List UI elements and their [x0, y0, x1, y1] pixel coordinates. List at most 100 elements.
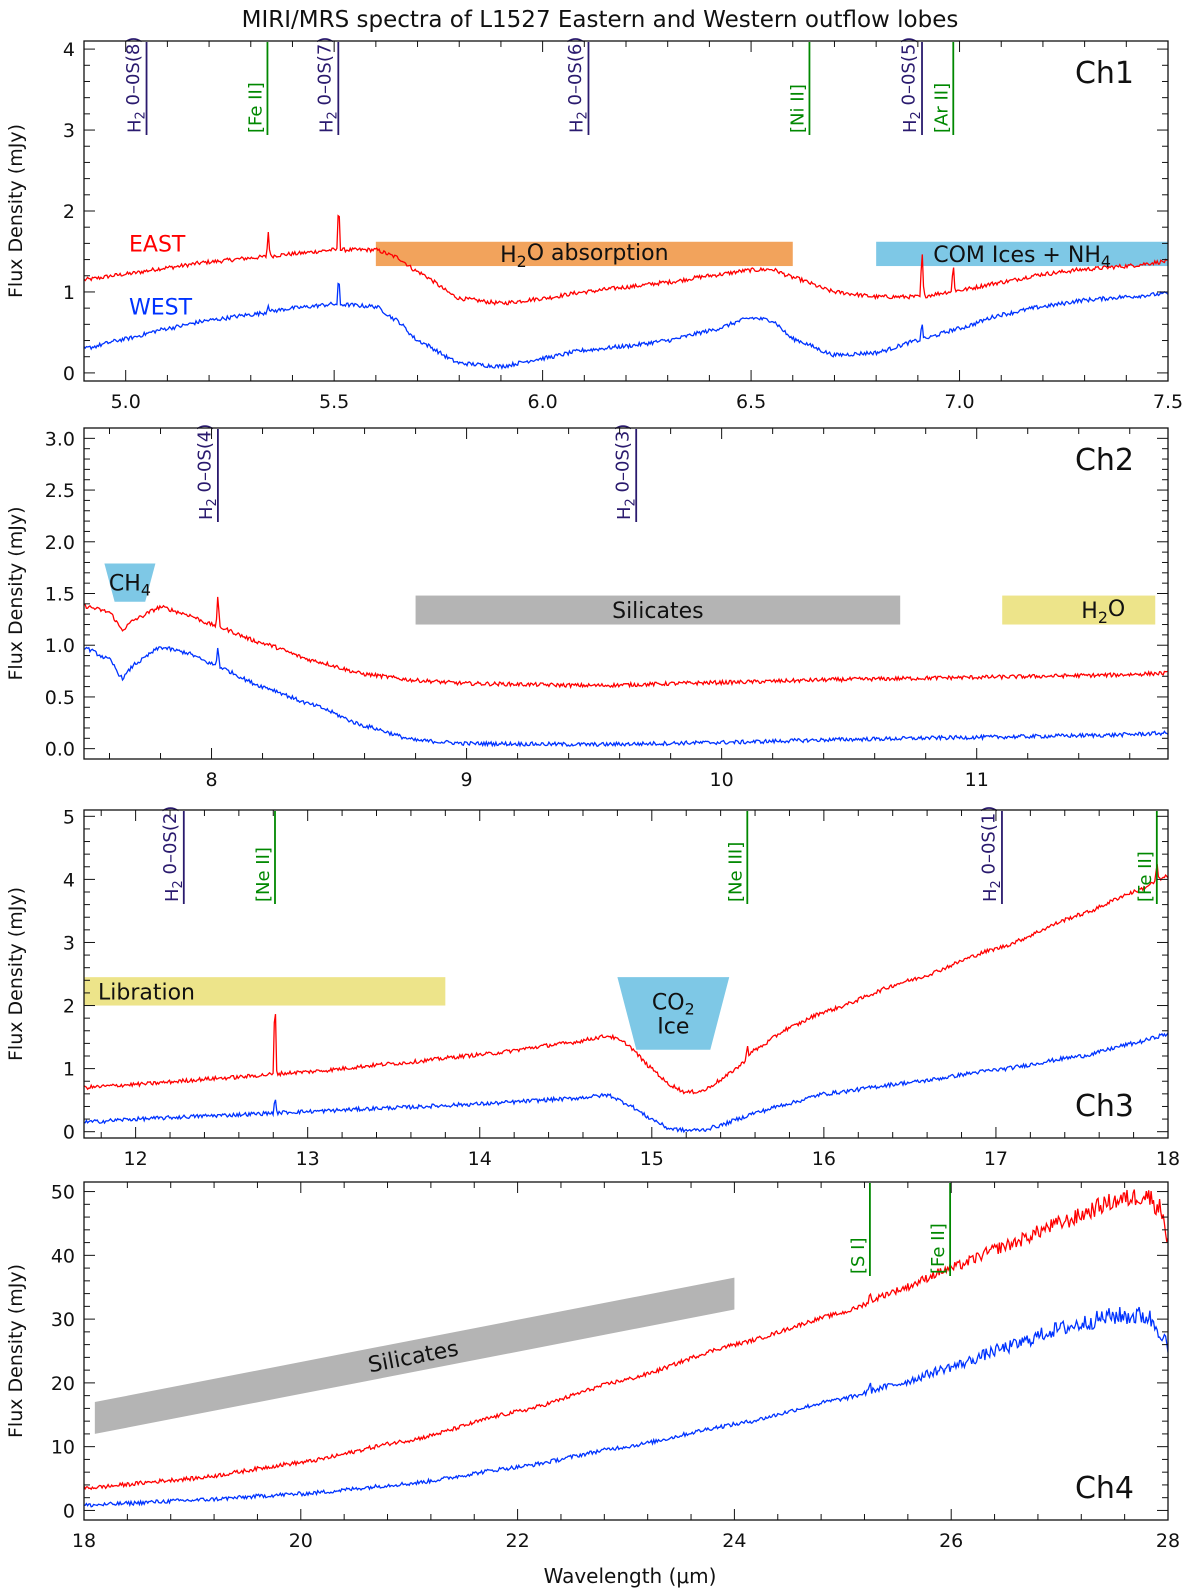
x-tick-label: 5.5 [319, 391, 349, 413]
y-axis-label: Flux Density (mJy) [5, 887, 27, 1061]
y-tick-label: 2.5 [45, 480, 75, 502]
y-tick-label: 2 [63, 996, 75, 1018]
panel-ch2: CH4​ Silicates H2​O H2​ 0–0S(4) H2​ 0–0S(3) 8… [5, 424, 1169, 791]
x-tick-label: 7.0 [944, 391, 974, 413]
line-marker-label-1: [Fe II] [245, 82, 266, 133]
x-tick-label: 16 [812, 1148, 836, 1170]
line-marker-label-6: [Ar II] [931, 83, 952, 133]
band-label-1: Silicates [612, 599, 704, 624]
plot-area [84, 864, 1168, 1134]
x-tick-label: 17 [984, 1148, 1008, 1170]
y-tick-label: 4 [63, 39, 75, 61]
y-axis-label: Flux Density (mJy) [5, 124, 27, 298]
y-tick-label: 20 [51, 1373, 75, 1395]
x-tick-label: 18 [1156, 1148, 1180, 1170]
x-tick-label: 14 [468, 1148, 492, 1170]
y-tick-label: 40 [51, 1245, 75, 1267]
spectrum-east [84, 596, 1168, 690]
band-label-2: H2​O [1081, 597, 1125, 627]
x-tick-label: 5.0 [111, 391, 141, 413]
y-tick-label: 1 [63, 1059, 75, 1081]
y-tick-label: 0 [63, 1122, 75, 1144]
figure-title: MIRI/MRS spectra of L1527 Eastern and We… [242, 7, 959, 33]
x-tick-label: 18 [72, 1530, 96, 1552]
x-tick-label: 22 [506, 1530, 530, 1552]
spectrum-east [84, 864, 1168, 1095]
plot-frame [83, 1181, 1169, 1521]
x-tick-label: 26 [939, 1530, 963, 1552]
x-tick-label: 6.0 [528, 391, 558, 413]
spectrum-east [84, 214, 1168, 306]
y-axis-label: Flux Density (mJy) [5, 1264, 27, 1438]
line-marker-label-4: [Fe II] [1135, 851, 1156, 902]
band-label2-1: Ice [657, 1014, 689, 1039]
y-tick-label: 1 [63, 282, 75, 304]
line-marker-label-1: H2​ 0–0S(3) [613, 424, 639, 520]
band-label-1: COM Ices + NH4​ [933, 243, 1111, 271]
line-marker-label-0: H2​ 0–0S(4) [194, 424, 220, 520]
plot-frame [83, 809, 1169, 1139]
spectrum-west [84, 282, 1168, 370]
x-tick-label: 13 [296, 1148, 320, 1170]
channel-label: Ch3 [1075, 1089, 1134, 1124]
panel-ch4: Silicates[S I] [Fe II]18 20 22 24 26 280102030… [5, 1181, 1180, 1552]
y-tick-label: 2 [63, 201, 75, 223]
plot-area [84, 563, 1168, 748]
panel-ch3: Libration CO2​Ice H2​ 0–0S(2) [Ne II] [Ne II… [5, 806, 1180, 1170]
band-label-1: CO2​ [652, 990, 695, 1018]
x-tick-label: 11 [965, 769, 989, 791]
line-marker-label-3: H2​ 0–0S(1) [978, 806, 1004, 902]
x-tick-label: 6.5 [736, 391, 766, 413]
x-tick-label: 24 [722, 1530, 746, 1552]
channel-label: Ch4 [1075, 1471, 1134, 1506]
series-label-west: WEST [129, 296, 193, 321]
band-gray-1 [415, 595, 901, 625]
y-tick-label: 3.0 [45, 428, 75, 450]
spectrum-west [84, 1306, 1168, 1508]
y-tick-label: 1.5 [45, 584, 75, 606]
y-tick-label: 5 [63, 806, 75, 828]
line-marker-label-4: [Ni II] [787, 84, 808, 133]
channel-label: Ch2 [1075, 443, 1134, 478]
spectrum-east [84, 1189, 1168, 1491]
band-label-0: Libration [98, 980, 195, 1005]
line-marker-label-0: [S I] [848, 1237, 869, 1274]
line-marker-label-3: H2​ 0–0S(6) [565, 37, 591, 133]
y-axis-label: Flux Density (mJy) [5, 507, 27, 681]
band-label-0: CH4​ [109, 572, 151, 600]
channel-label: Ch1 [1075, 56, 1134, 91]
x-tick-label: 12 [124, 1148, 148, 1170]
line-marker-label-2: [Ne III] [725, 842, 746, 902]
series-label-east: EAST [129, 232, 186, 257]
x-tick-label: 15 [640, 1148, 664, 1170]
plot-area [84, 214, 1168, 370]
y-tick-label: 1.0 [45, 635, 75, 657]
y-tick-label: 30 [51, 1309, 75, 1331]
y-tick-label: 50 [51, 1182, 75, 1204]
y-tick-label: 4 [63, 869, 75, 891]
y-tick-label: 0.5 [45, 687, 75, 709]
spectrum-west [84, 646, 1168, 748]
line-marker-label-1: [Fe II] [928, 1223, 949, 1274]
x-axis-label: Wavelength (μm) [544, 1564, 717, 1588]
x-tick-label: 10 [710, 769, 734, 791]
band-cyan-1 [617, 977, 730, 1050]
y-tick-label: 10 [51, 1437, 75, 1459]
line-marker-label-2: H2​ 0–0S(7) [315, 37, 341, 133]
x-tick-label: 7.5 [1153, 391, 1183, 413]
y-tick-label: 0 [63, 363, 75, 385]
line-marker-label-0: H2​ 0–0S(2) [160, 806, 186, 902]
line-marker-label-5: H2​ 0–0S(5) [898, 37, 924, 133]
x-tick-label: 28 [1156, 1530, 1180, 1552]
spectrum-west [84, 1032, 1168, 1134]
line-marker-label-1: [Ne II] [253, 847, 274, 902]
y-tick-label: 3 [63, 932, 75, 954]
y-tick-label: 0.0 [45, 739, 75, 761]
band-gray-0 [94, 1277, 735, 1434]
x-tick-label: 20 [289, 1530, 313, 1552]
band-yellow-2 [1002, 595, 1156, 625]
line-marker-label-0: H2​ 0–0S(8) [123, 37, 149, 133]
plot-area [84, 1189, 1168, 1508]
y-tick-label: 3 [63, 120, 75, 142]
